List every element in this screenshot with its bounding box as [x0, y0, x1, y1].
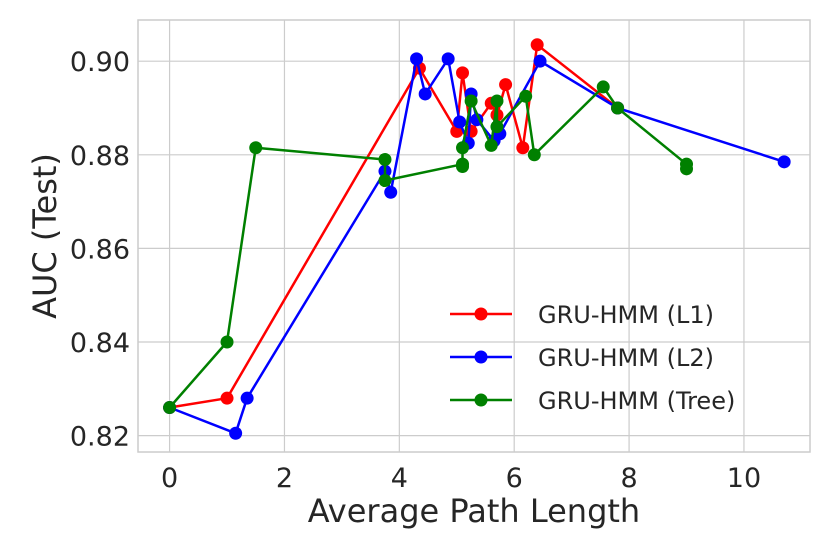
- data-point: [456, 141, 470, 155]
- data-point: [530, 38, 544, 52]
- x-tick-label: 6: [506, 463, 523, 494]
- legend-item: GRU-HMM (L2): [450, 344, 714, 372]
- x-tick-label: 2: [276, 463, 293, 494]
- data-point: [378, 174, 392, 188]
- legend-marker: [474, 350, 488, 364]
- x-axis-ticks: 0 2 4 6 8 10: [161, 463, 761, 494]
- series-3: [163, 80, 694, 415]
- legend-label: GRU-HMM (L1): [538, 301, 714, 329]
- data-point: [484, 138, 498, 152]
- data-point: [490, 120, 504, 134]
- y-tick-label: 0.84: [70, 328, 130, 359]
- x-tick-label: 0: [161, 463, 178, 494]
- data-point: [240, 391, 254, 405]
- y-axis-label: AUC (Test): [26, 153, 64, 319]
- y-axis-ticks: 0.82 0.84 0.86 0.88 0.90: [70, 47, 130, 452]
- data-point: [533, 54, 547, 68]
- x-tick-label: 8: [620, 463, 637, 494]
- data-point: [527, 148, 541, 162]
- data-point: [464, 94, 478, 108]
- data-point: [453, 115, 467, 129]
- data-point: [410, 52, 424, 66]
- data-point: [519, 89, 533, 103]
- data-point: [490, 94, 504, 108]
- y-tick-label: 0.86: [70, 234, 130, 265]
- data-point: [680, 162, 694, 176]
- data-point: [220, 335, 234, 349]
- data-point: [499, 78, 513, 92]
- data-point: [418, 87, 432, 101]
- data-point: [220, 391, 234, 405]
- x-tick-label: 4: [391, 463, 408, 494]
- x-axis-label: Average Path Length: [308, 492, 640, 530]
- legend-label: GRU-HMM (L2): [538, 344, 714, 372]
- data-point: [249, 141, 263, 155]
- data-point: [229, 426, 243, 440]
- legend: GRU-HMM (L1) GRU-HMM (L2) GRU-HMM (Tree): [450, 301, 735, 415]
- y-tick-label: 0.82: [70, 422, 130, 453]
- data-point: [777, 155, 791, 169]
- legend-item: GRU-HMM (L1): [450, 301, 714, 329]
- data-point: [456, 66, 470, 80]
- y-tick-label: 0.88: [70, 141, 130, 172]
- x-tick-label: 10: [727, 463, 761, 494]
- series-layer: [163, 38, 791, 440]
- data-point: [456, 159, 470, 173]
- data-point: [378, 152, 392, 166]
- data-point: [384, 185, 398, 199]
- legend-label: GRU-HMM (Tree): [538, 387, 735, 415]
- legend-marker: [474, 393, 488, 407]
- grid: [138, 20, 810, 452]
- data-point: [611, 101, 625, 115]
- data-point: [163, 401, 177, 415]
- data-point: [596, 80, 610, 94]
- legend-item: GRU-HMM (Tree): [450, 387, 735, 415]
- data-point: [516, 141, 530, 155]
- data-point: [441, 52, 455, 66]
- legend-marker: [474, 307, 488, 321]
- y-tick-label: 0.90: [70, 47, 130, 78]
